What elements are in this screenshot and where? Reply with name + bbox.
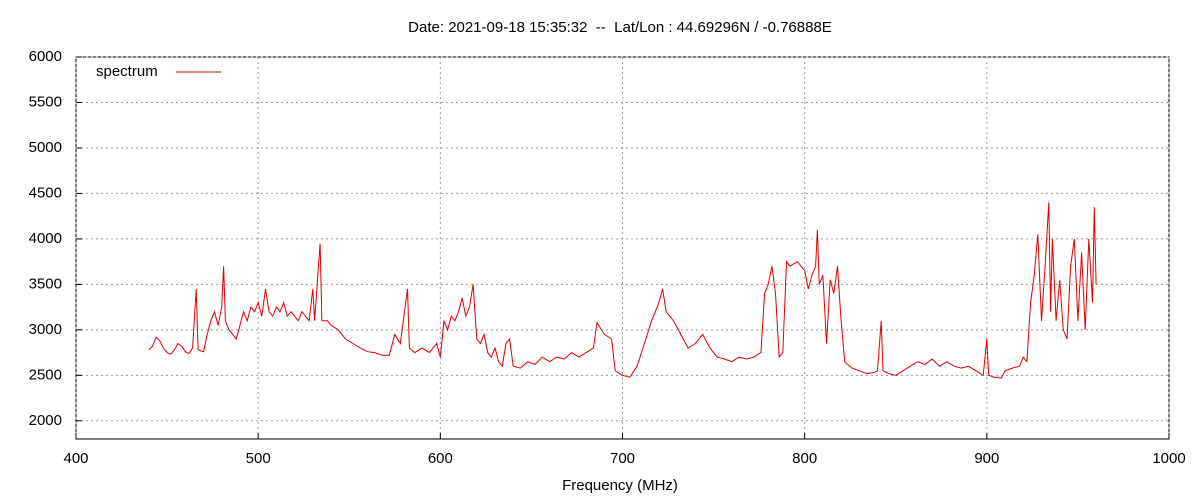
x-tick-label: 400 — [63, 450, 88, 467]
x-tick-label: 700 — [610, 450, 635, 467]
y-tick-label: 2500 — [29, 366, 62, 383]
y-tick-label: 5000 — [29, 139, 62, 156]
y-tick-label: 3000 — [29, 321, 62, 338]
x-tick-label: 800 — [792, 450, 817, 467]
series-line — [148, 202, 1097, 379]
y-tick-label: 6000 — [29, 48, 62, 65]
y-tick-label: 3500 — [29, 275, 62, 292]
x-tick-label: 500 — [246, 450, 271, 467]
y-tick-label: 4500 — [29, 184, 62, 201]
legend-label: spectrum — [96, 63, 158, 80]
x-tick-label: 900 — [974, 450, 999, 467]
y-tick-label: 5500 — [29, 93, 62, 110]
x-tick-label: 1000 — [1152, 450, 1185, 467]
y-tick-label: 4000 — [29, 230, 62, 247]
x-tick-label: 600 — [428, 450, 453, 467]
y-tick-label: 2000 — [29, 412, 62, 429]
x-axis-label: Frequency (MHz) — [562, 477, 678, 494]
chart-title: Date: 2021-09-18 15:35:32 -- Lat/Lon : 4… — [408, 19, 832, 36]
